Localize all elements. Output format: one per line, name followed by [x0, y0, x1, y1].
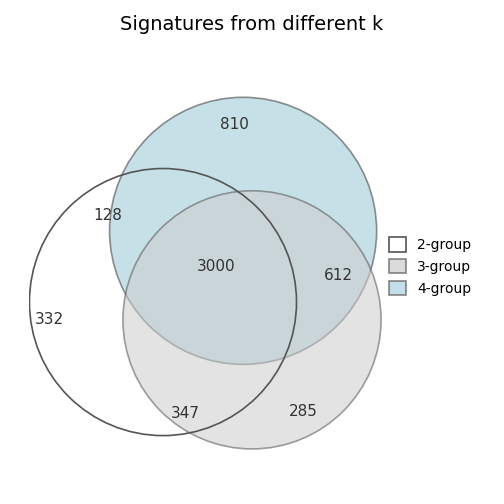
- Text: 3000: 3000: [197, 259, 236, 274]
- Circle shape: [123, 191, 381, 449]
- Text: 332: 332: [35, 312, 64, 328]
- Text: 128: 128: [93, 208, 122, 223]
- Text: 347: 347: [171, 406, 200, 421]
- Circle shape: [109, 97, 376, 364]
- Text: 810: 810: [220, 116, 248, 132]
- Text: 612: 612: [324, 268, 353, 283]
- Title: Signatures from different k: Signatures from different k: [120, 15, 384, 34]
- Text: 285: 285: [289, 404, 318, 419]
- Legend: 2-group, 3-group, 4-group: 2-group, 3-group, 4-group: [384, 232, 476, 301]
